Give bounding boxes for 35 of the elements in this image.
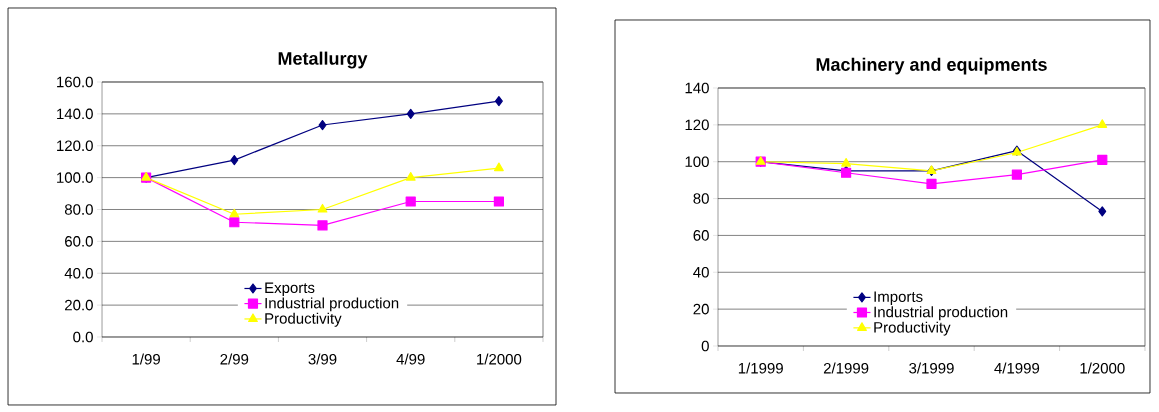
x-tick-label: 1/99 [132, 353, 160, 365]
x-tick-label: 4/1999 [994, 362, 1040, 374]
y-tick-label: 120 [685, 119, 709, 131]
legend-label: Exports [265, 282, 315, 297]
y-tick-label: 100.0 [57, 172, 93, 183]
legend-label: Productivity [265, 312, 342, 327]
y-tick-label: 140 [685, 82, 709, 94]
y-tick-label: 40.0 [64, 267, 93, 279]
y-tick-label: 0 [701, 340, 709, 352]
x-tick-label: 4/99 [396, 353, 425, 365]
legend-label: Productivity [874, 321, 951, 336]
y-tick-label: 160.0 [57, 76, 93, 88]
legend-label: Imports [874, 291, 923, 305]
y-tick-label: 100 [685, 156, 709, 168]
y-tick-label: 20.0 [65, 299, 93, 311]
x-tick-label: 1/2000 [477, 353, 522, 365]
x-tick-label: 2/1999 [823, 362, 869, 374]
x-tick-label: 1/1999 [738, 362, 783, 374]
y-tick-label: 60 [693, 230, 709, 241]
legend-label: Industrial production [265, 297, 399, 312]
y-tick-label: 20 [693, 303, 709, 315]
y-tick-label: 120.0 [57, 140, 93, 152]
legend-label: Industrial production [874, 306, 1008, 321]
chart-title: Metallurgy [278, 51, 368, 69]
chart-title: Machinery and equipments [816, 57, 1047, 75]
y-tick-label: 60.0 [65, 236, 93, 247]
y-tick-label: 40 [693, 266, 709, 278]
x-tick-label: 2/99 [220, 353, 249, 365]
y-tick-label: 140.0 [57, 108, 93, 120]
y-tick-label: 80 [693, 193, 709, 204]
x-tick-label: 1/2000 [1080, 362, 1125, 374]
y-tick-label: 80.0 [64, 204, 93, 215]
y-tick-label: 0.0 [73, 331, 93, 343]
x-tick-label: 3/1999 [909, 362, 954, 374]
x-tick-label: 3/99 [308, 353, 337, 365]
